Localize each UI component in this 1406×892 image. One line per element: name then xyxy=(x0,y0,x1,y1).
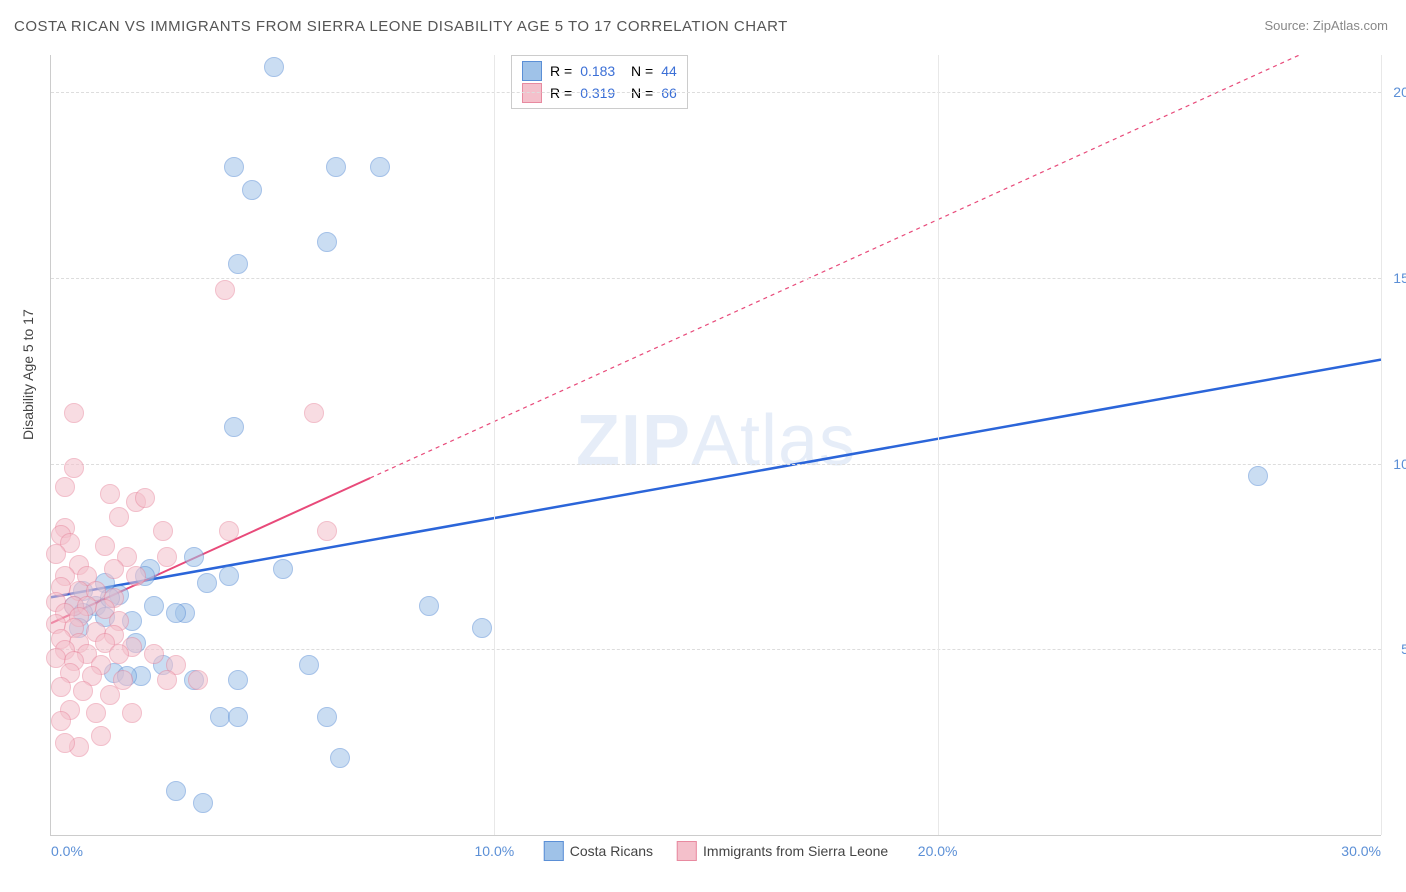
data-point xyxy=(122,703,142,723)
legend-swatch xyxy=(522,61,542,81)
data-point xyxy=(1248,466,1268,486)
data-point xyxy=(224,157,244,177)
legend-item: Immigrants from Sierra Leone xyxy=(677,841,888,861)
data-point xyxy=(46,544,66,564)
data-point xyxy=(419,596,439,616)
data-point xyxy=(219,521,239,541)
data-point xyxy=(55,733,75,753)
data-point xyxy=(472,618,492,638)
scatter-plot: ZIPAtlas R = 0.183 N = 44R = 0.319 N = 6… xyxy=(50,55,1381,836)
data-point xyxy=(109,644,129,664)
gridline-vertical xyxy=(1381,55,1382,835)
stats-legend: R = 0.183 N = 44R = 0.319 N = 66 xyxy=(511,55,688,109)
watermark-light: Atlas xyxy=(691,401,856,481)
series-legend: Costa Ricans Immigrants from Sierra Leone xyxy=(544,841,888,861)
legend-r-value: 0.183 xyxy=(580,63,615,79)
data-point xyxy=(304,403,324,423)
trend-lines xyxy=(51,55,1381,835)
data-point xyxy=(228,670,248,690)
legend-swatch xyxy=(544,841,564,861)
legend-row: R = 0.183 N = 44 xyxy=(522,60,677,82)
data-point xyxy=(330,748,350,768)
data-point xyxy=(219,566,239,586)
ytick-label: 5.0% xyxy=(1401,641,1406,657)
legend-label: Costa Ricans xyxy=(570,843,653,859)
data-point xyxy=(370,157,390,177)
data-point xyxy=(317,232,337,252)
legend-item: Costa Ricans xyxy=(544,841,653,861)
chart-title: COSTA RICAN VS IMMIGRANTS FROM SIERRA LE… xyxy=(14,18,788,35)
data-point xyxy=(100,484,120,504)
data-point xyxy=(144,596,164,616)
data-point xyxy=(197,573,217,593)
data-point xyxy=(273,559,293,579)
data-point xyxy=(157,547,177,567)
data-point xyxy=(135,488,155,508)
data-point xyxy=(166,781,186,801)
data-point xyxy=(126,566,146,586)
gridline-horizontal xyxy=(51,92,1381,93)
data-point xyxy=(224,417,244,437)
source-label: Source: ZipAtlas.com xyxy=(1264,18,1388,33)
xtick-label: 20.0% xyxy=(918,843,958,859)
gridline-horizontal xyxy=(51,649,1381,650)
data-point xyxy=(153,521,173,541)
data-point xyxy=(299,655,319,675)
legend-r-label: R = xyxy=(550,63,572,79)
data-point xyxy=(51,711,71,731)
legend-n-value: 44 xyxy=(661,63,677,79)
data-point xyxy=(73,681,93,701)
data-point xyxy=(64,458,84,478)
legend-swatch xyxy=(677,841,697,861)
data-point xyxy=(264,57,284,77)
data-point xyxy=(317,521,337,541)
data-point xyxy=(215,280,235,300)
data-point xyxy=(55,477,75,497)
data-point xyxy=(91,726,111,746)
data-point xyxy=(228,254,248,274)
gridline-vertical xyxy=(494,55,495,835)
data-point xyxy=(144,644,164,664)
data-point xyxy=(326,157,346,177)
xtick-label: 0.0% xyxy=(51,843,83,859)
watermark-bold: ZIP xyxy=(576,401,691,481)
xtick-label: 30.0% xyxy=(1341,843,1381,859)
data-point xyxy=(193,793,213,813)
ytick-label: 15.0% xyxy=(1393,270,1406,286)
data-point xyxy=(100,685,120,705)
ytick-label: 10.0% xyxy=(1393,456,1406,472)
legend-label: Immigrants from Sierra Leone xyxy=(703,843,888,859)
legend-n-label: N = xyxy=(623,63,653,79)
data-point xyxy=(242,180,262,200)
data-point xyxy=(188,670,208,690)
ytick-label: 20.0% xyxy=(1393,84,1406,100)
data-point xyxy=(317,707,337,727)
xtick-label: 10.0% xyxy=(474,843,514,859)
y-axis-label: Disability Age 5 to 17 xyxy=(20,309,36,440)
data-point xyxy=(184,547,204,567)
data-point xyxy=(104,559,124,579)
gridline-vertical xyxy=(938,55,939,835)
data-point xyxy=(95,536,115,556)
data-point xyxy=(64,403,84,423)
gridline-horizontal xyxy=(51,278,1381,279)
gridline-horizontal xyxy=(51,464,1381,465)
data-point xyxy=(166,603,186,623)
watermark: ZIPAtlas xyxy=(576,400,856,482)
data-point xyxy=(228,707,248,727)
data-point xyxy=(109,507,129,527)
data-point xyxy=(157,670,177,690)
data-point xyxy=(51,677,71,697)
data-point xyxy=(86,703,106,723)
